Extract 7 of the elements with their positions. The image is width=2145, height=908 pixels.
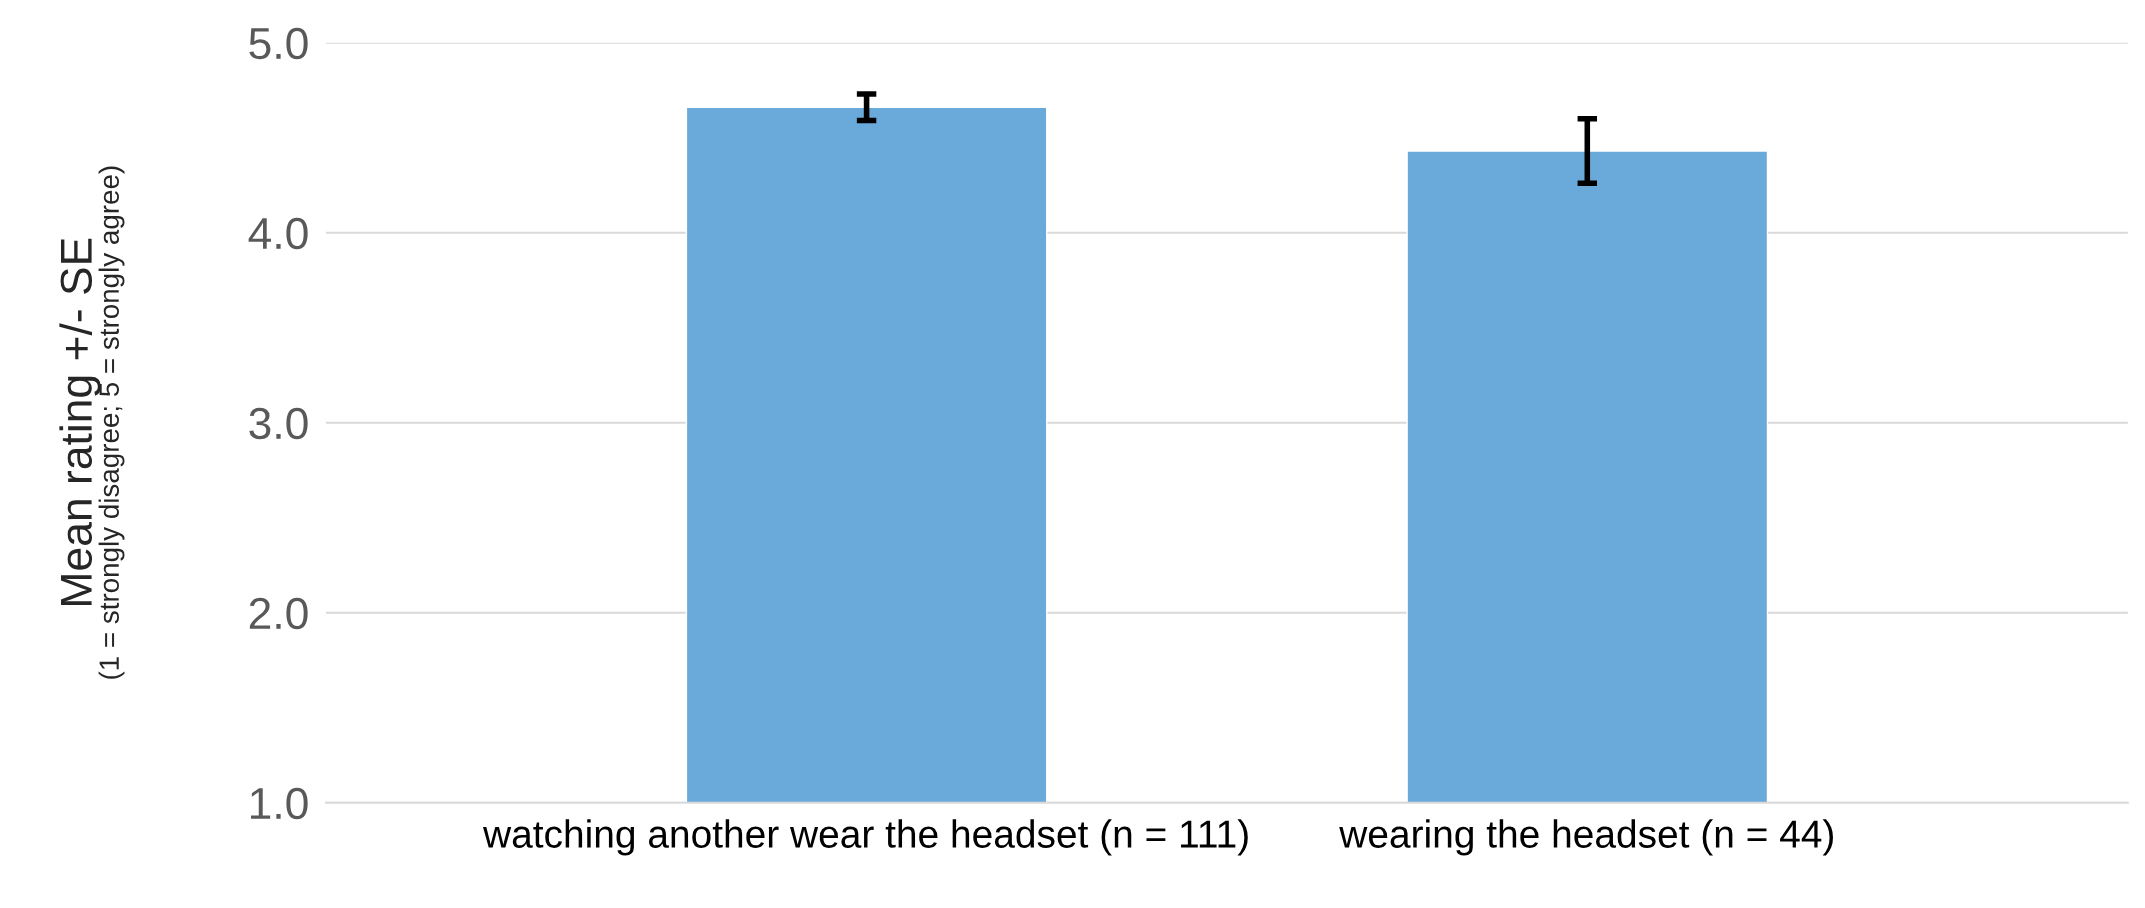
y-tick-label: 4.0 [248,217,308,250]
y-tick-label: 3.0 [249,407,308,440]
y-tick-label: 2.0 [249,597,308,630]
x-tick-label: wearing the headset (n = 44) [1339,819,1833,856]
y-tick-label: 5.0 [249,27,308,60]
y-tick-label: 1.0 [250,787,308,820]
x-tick-label: watching another wear the headset (n = 111) [482,819,1248,856]
